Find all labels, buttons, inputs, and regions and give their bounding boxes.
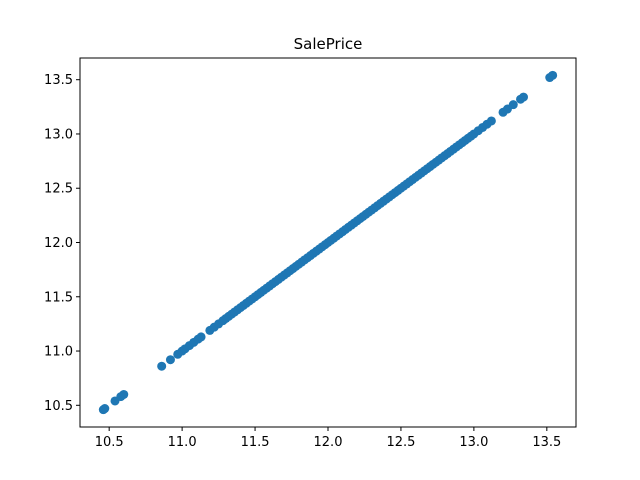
y-tick-label: 12.5 <box>44 182 73 197</box>
data-point <box>548 70 558 80</box>
x-tick-label: 10.5 <box>95 435 124 450</box>
data-point <box>518 92 528 102</box>
data-point <box>119 389 129 399</box>
x-tick-label: 13.5 <box>532 435 561 450</box>
y-tick-label: 10.5 <box>44 399 73 414</box>
chart-title: SalePrice <box>294 35 363 53</box>
y-tick-label: 11.0 <box>44 345 73 360</box>
data-point <box>100 404 110 414</box>
y-tick-label: 13.5 <box>44 73 73 88</box>
x-tick-label: 12.0 <box>314 435 343 450</box>
x-tick-label: 12.5 <box>386 435 415 450</box>
data-point <box>165 355 175 365</box>
x-axis: 10.5 11.0 11.5 12.0 12.5 13.0 13.5 <box>95 427 561 450</box>
data-point <box>508 100 518 110</box>
data-point <box>196 332 206 342</box>
y-tick-label: 13.0 <box>44 127 73 142</box>
x-tick-label: 11.0 <box>168 435 197 450</box>
y-tick-label: 12.0 <box>44 236 73 251</box>
data-point <box>486 116 496 126</box>
y-tick-label: 11.5 <box>44 290 73 305</box>
x-tick-label: 11.5 <box>241 435 270 450</box>
data-point <box>157 361 167 371</box>
y-axis: 10.5 11.0 11.5 12.0 12.5 13.0 13.5 <box>44 73 80 414</box>
x-tick-label: 13.0 <box>459 435 488 450</box>
data-points <box>98 70 558 415</box>
